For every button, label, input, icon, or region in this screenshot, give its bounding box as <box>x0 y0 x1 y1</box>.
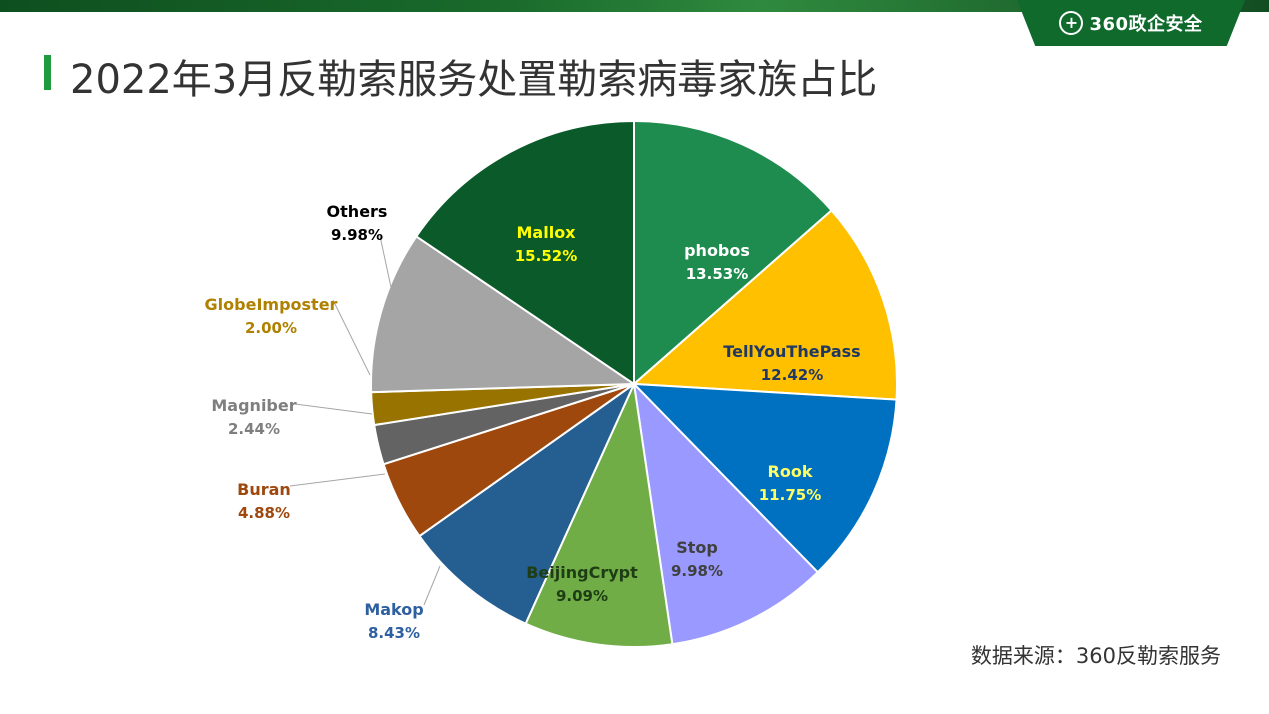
pie-slice-stop <box>632 381 820 646</box>
slice-label-makop: Makop <box>364 600 423 619</box>
leader-line-buran <box>289 473 386 487</box>
slice-percent-others: 9.98% <box>331 226 383 244</box>
pie-slice-rook <box>631 382 898 574</box>
slice-percent-phobos: 13.53% <box>686 265 748 283</box>
leader-line-magniber <box>294 403 373 415</box>
slice-label-phobos: phobos <box>684 241 750 260</box>
slice-percent-tellyouthepass: 12.42% <box>761 366 823 384</box>
slice-label-beijingcrypt: BeijingCrypt <box>526 563 638 582</box>
slice-percent-buran: 4.88% <box>238 504 290 522</box>
pie-slice-tellyouthepass <box>631 208 898 401</box>
pie-slice-makop <box>418 381 637 625</box>
slice-label-stop: Stop <box>676 538 718 557</box>
pie-slice-phobos <box>633 119 833 387</box>
brand-logo: + 360政企安全 <box>1017 0 1245 46</box>
slice-percent-mallox: 15.52% <box>515 247 577 265</box>
slice-label-magniber: Magniber <box>211 396 296 415</box>
slice-percent-magniber: 2.44% <box>228 420 280 438</box>
slice-percent-globeimposter: 2.00% <box>245 319 297 337</box>
slice-label-buran: Buran <box>237 480 291 499</box>
slice-label-mallox: Mallox <box>517 223 577 242</box>
slice-percent-rook: 11.75% <box>759 486 821 504</box>
plus-circle-icon: + <box>1059 11 1084 35</box>
leader-line-makop <box>423 565 441 606</box>
title-accent-bar <box>44 55 51 90</box>
slice-percent-makop: 8.43% <box>368 624 420 642</box>
data-source-note: 数据来源：360反勒索服务 <box>970 644 1221 668</box>
slice-label-others: Others <box>327 202 388 221</box>
slice-percent-stop: 9.98% <box>671 562 723 580</box>
leader-line-others <box>379 235 393 293</box>
slice-label-rook: Rook <box>768 462 813 481</box>
leader-line-globeimposter <box>332 299 371 376</box>
slice-percent-beijingcrypt: 9.09% <box>556 587 608 605</box>
pie-slice-mallox <box>414 119 635 386</box>
slice-label-tellyouthepass: TellYouThePass <box>723 342 860 361</box>
top-banner <box>0 0 1269 12</box>
pie-slice-beijingcrypt <box>524 380 674 649</box>
slice-label-globeimposter: GlobeImposter <box>205 295 338 314</box>
brand-name: 360政企安全 <box>1089 14 1203 35</box>
page-title: 2022年3月反勒索服务处置勒索病毒家族占比 <box>70 57 878 103</box>
pie-slice-others <box>370 235 638 394</box>
